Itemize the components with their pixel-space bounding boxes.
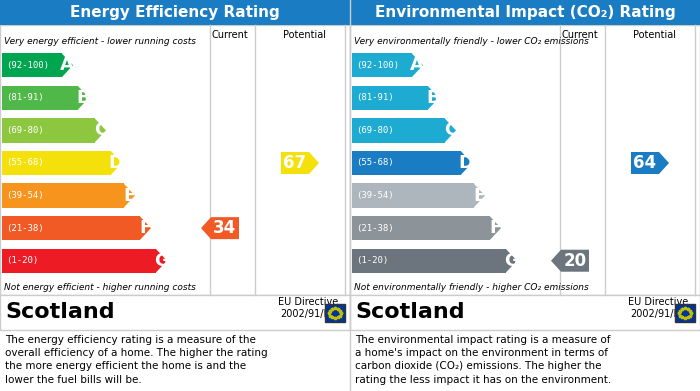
- Bar: [2, 53, 62, 77]
- Bar: [2, 86, 78, 110]
- Text: Potential: Potential: [284, 30, 326, 40]
- Polygon shape: [123, 183, 135, 208]
- Text: Energy Efficiency Rating: Energy Efficiency Rating: [70, 5, 280, 20]
- Bar: [2, 216, 139, 240]
- Text: EU Directive
2002/91/EC: EU Directive 2002/91/EC: [278, 297, 338, 319]
- Text: Not energy efficient - higher running costs: Not energy efficient - higher running co…: [4, 283, 196, 292]
- Text: B: B: [426, 89, 440, 107]
- Bar: [2, 151, 111, 175]
- Polygon shape: [78, 86, 89, 110]
- Bar: [675, 304, 695, 322]
- Text: D: D: [458, 154, 474, 172]
- Bar: [352, 151, 461, 175]
- Text: The environmental impact rating is a measure of
a home's impact on the environme: The environmental impact rating is a mea…: [355, 335, 611, 385]
- Bar: [352, 216, 489, 240]
- Text: 67: 67: [284, 154, 307, 172]
- Polygon shape: [444, 118, 456, 143]
- Polygon shape: [62, 53, 73, 77]
- Text: (92-100): (92-100): [6, 61, 49, 70]
- Bar: [352, 249, 505, 273]
- Text: (55-68): (55-68): [356, 158, 393, 167]
- Bar: [325, 304, 345, 322]
- Polygon shape: [412, 53, 423, 77]
- Polygon shape: [139, 216, 151, 240]
- Bar: [350, 295, 700, 330]
- Polygon shape: [631, 152, 669, 174]
- Polygon shape: [111, 151, 122, 175]
- Text: 64: 64: [634, 154, 657, 172]
- Polygon shape: [94, 118, 106, 143]
- Polygon shape: [461, 151, 472, 175]
- Text: A: A: [410, 56, 424, 74]
- Text: (81-91): (81-91): [356, 93, 393, 102]
- Text: Not environmentally friendly - higher CO₂ emissions: Not environmentally friendly - higher CO…: [354, 283, 589, 292]
- Text: (39-54): (39-54): [356, 191, 393, 200]
- Bar: [2, 118, 94, 143]
- Text: (21-38): (21-38): [356, 224, 393, 233]
- Bar: [0, 295, 350, 330]
- Text: (1-20): (1-20): [6, 256, 38, 265]
- Bar: [352, 86, 428, 110]
- Text: 34: 34: [214, 219, 237, 237]
- Text: D: D: [108, 154, 124, 172]
- Polygon shape: [281, 152, 319, 174]
- Text: (69-80): (69-80): [356, 126, 393, 135]
- Bar: [0, 25, 350, 295]
- Text: C: C: [94, 122, 107, 140]
- Text: Current: Current: [211, 30, 248, 40]
- Bar: [350, 0, 700, 25]
- Polygon shape: [155, 249, 167, 273]
- Polygon shape: [428, 86, 439, 110]
- Text: C: C: [444, 122, 457, 140]
- Bar: [0, 0, 350, 25]
- Text: A: A: [60, 56, 74, 74]
- Text: 20: 20: [564, 252, 587, 270]
- Text: E: E: [473, 187, 485, 204]
- Text: Environmental Impact (CO₂) Rating: Environmental Impact (CO₂) Rating: [374, 5, 676, 20]
- Text: B: B: [76, 89, 90, 107]
- Bar: [352, 183, 473, 208]
- Polygon shape: [551, 250, 589, 272]
- Text: E: E: [123, 187, 135, 204]
- Text: Very energy efficient - lower running costs: Very energy efficient - lower running co…: [4, 36, 196, 45]
- Bar: [2, 249, 155, 273]
- Bar: [352, 53, 412, 77]
- Text: (39-54): (39-54): [6, 191, 43, 200]
- Text: F: F: [139, 219, 151, 237]
- Text: (55-68): (55-68): [6, 158, 43, 167]
- Text: Potential: Potential: [634, 30, 676, 40]
- Text: (81-91): (81-91): [6, 93, 43, 102]
- Text: F: F: [489, 219, 501, 237]
- Text: Current: Current: [561, 30, 598, 40]
- Bar: [352, 118, 444, 143]
- Bar: [350, 25, 700, 295]
- Text: (1-20): (1-20): [356, 256, 389, 265]
- Polygon shape: [505, 249, 517, 273]
- Text: (92-100): (92-100): [356, 61, 399, 70]
- Text: The energy efficiency rating is a measure of the
overall efficiency of a home. T: The energy efficiency rating is a measur…: [5, 335, 267, 385]
- Text: G: G: [504, 252, 519, 270]
- Text: (69-80): (69-80): [6, 126, 43, 135]
- Polygon shape: [489, 216, 501, 240]
- Bar: [2, 183, 123, 208]
- Text: EU Directive
2002/91/EC: EU Directive 2002/91/EC: [628, 297, 688, 319]
- Text: G: G: [154, 252, 169, 270]
- Text: (21-38): (21-38): [6, 224, 43, 233]
- Polygon shape: [201, 217, 239, 239]
- Text: Scotland: Scotland: [5, 302, 115, 322]
- Polygon shape: [473, 183, 485, 208]
- Text: Very environmentally friendly - lower CO₂ emissions: Very environmentally friendly - lower CO…: [354, 36, 589, 45]
- Text: Scotland: Scotland: [355, 302, 465, 322]
